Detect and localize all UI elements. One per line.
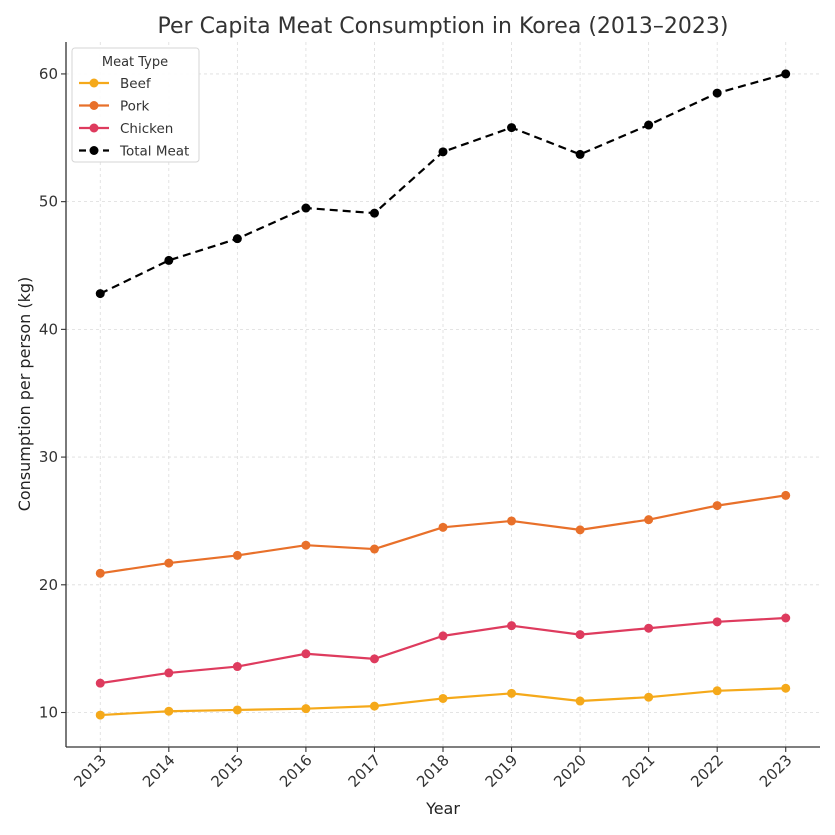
legend-item-pork: Pork	[79, 99, 149, 115]
data-point-total-meat	[644, 120, 654, 130]
data-point-total-meat	[95, 289, 105, 299]
data-point-beef	[712, 686, 722, 696]
x-tick-label: 2022	[687, 751, 727, 791]
legend-title: Meat Type	[102, 55, 168, 70]
data-point-beef	[575, 696, 585, 706]
data-point-total-meat	[575, 149, 585, 159]
data-point-chicken	[164, 668, 174, 678]
legend-swatch-marker	[89, 101, 99, 110]
legend-item-chicken: Chicken	[79, 121, 173, 137]
x-tick-label: 2014	[139, 751, 179, 791]
legend-swatch-marker	[89, 146, 99, 155]
y-tick-label: 20	[39, 576, 58, 594]
series-pork	[95, 490, 791, 578]
data-point-beef	[507, 688, 517, 698]
data-point-chicken	[712, 617, 722, 627]
data-point-total-meat	[712, 88, 722, 98]
data-point-pork	[712, 501, 722, 511]
data-point-pork	[369, 544, 379, 554]
data-point-chicken	[575, 630, 585, 640]
series-chicken	[95, 613, 791, 688]
x-tick-label: 2016	[276, 751, 316, 791]
legend-swatch-marker	[89, 78, 99, 88]
x-tick-label: 2018	[413, 751, 453, 791]
data-point-beef	[301, 704, 311, 714]
x-tick-label: 2023	[756, 751, 796, 791]
data-point-chicken	[644, 623, 654, 633]
data-point-pork	[781, 490, 791, 500]
data-point-chicken	[507, 621, 517, 631]
data-point-total-meat	[507, 123, 517, 133]
data-point-pork	[575, 525, 585, 535]
y-tick-label: 40	[39, 320, 58, 338]
data-point-pork	[507, 516, 517, 526]
data-point-chicken	[438, 631, 448, 641]
data-point-total-meat	[438, 147, 448, 157]
data-point-beef	[232, 705, 242, 715]
data-point-total-meat	[781, 69, 791, 79]
x-tick-label: 2013	[70, 751, 110, 791]
series-layer	[95, 69, 791, 720]
data-point-pork	[644, 515, 654, 525]
data-point-beef	[369, 701, 379, 711]
legend-label: Pork	[120, 99, 149, 115]
data-point-chicken	[95, 678, 105, 688]
data-point-pork	[301, 540, 311, 550]
data-point-pork	[438, 522, 448, 532]
data-point-beef	[438, 693, 448, 703]
ticks: 2013 2014 2015 2016 2017 2018 2019 2020 2021 2022…	[39, 65, 796, 791]
series-total-meat	[95, 69, 791, 299]
chart-title: Per Capita Meat Consumption in Korea (20…	[158, 14, 729, 39]
legend-box	[71, 47, 200, 163]
data-point-beef	[644, 692, 654, 702]
x-axis-label: Year	[425, 799, 460, 818]
y-tick-label: 60	[39, 65, 58, 83]
data-point-total-meat	[164, 255, 174, 265]
data-point-total-meat	[369, 208, 379, 218]
legend-label: Beef	[120, 76, 152, 92]
y-axis-label: Consumption per person (kg)	[15, 277, 34, 512]
data-point-beef	[95, 710, 105, 720]
data-point-pork	[164, 558, 174, 568]
x-tick-label: 2019	[482, 751, 522, 791]
legend-label: Total Meat	[119, 144, 189, 160]
data-point-chicken	[369, 654, 379, 664]
legend-label: Chicken	[120, 121, 173, 137]
data-point-total-meat	[301, 203, 311, 213]
data-point-pork	[232, 550, 242, 560]
data-point-chicken	[232, 662, 242, 672]
series-beef	[95, 683, 791, 720]
data-point-beef	[164, 706, 174, 716]
y-tick-label: 10	[39, 704, 58, 722]
x-tick-label: 2021	[619, 751, 659, 791]
legend-swatch-marker	[89, 123, 99, 133]
x-tick-label: 2017	[345, 751, 385, 791]
legend-items: Beef Pork Chicken Total Meat	[79, 76, 189, 160]
data-point-total-meat	[232, 234, 242, 244]
legend-item-total-meat: Total Meat	[79, 144, 189, 160]
data-point-chicken	[301, 649, 311, 659]
y-tick-label: 50	[39, 193, 58, 211]
x-tick-label: 2020	[550, 751, 590, 791]
data-point-pork	[95, 568, 105, 578]
y-tick-label: 30	[39, 448, 58, 466]
data-point-beef	[781, 683, 791, 693]
x-tick-label: 2015	[207, 751, 247, 791]
legend: Meat Type Beef Pork Chicken Total Meat	[71, 47, 200, 163]
data-point-chicken	[781, 613, 791, 623]
legend-item-beef: Beef	[79, 76, 152, 92]
